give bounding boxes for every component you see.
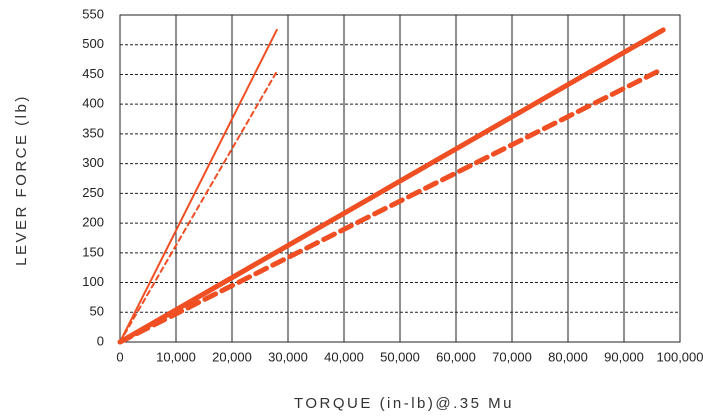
x-tick-label: 30,000 — [268, 349, 308, 364]
y-tick-label: 300 — [82, 155, 104, 170]
y-tick-label: 350 — [82, 125, 104, 140]
line — [117, 27, 666, 345]
line — [117, 69, 661, 345]
line — [119, 28, 278, 343]
y-tick-label: 200 — [82, 215, 104, 230]
x-tick-label: 50,000 — [380, 349, 420, 364]
x-tick-label: 100,000 — [657, 349, 703, 364]
y-axis-title: LEVER FORCE (lb) — [13, 94, 30, 266]
y-tick-label: 250 — [82, 185, 104, 200]
y-tick-label: 550 — [82, 6, 104, 21]
x-tick-label: 60,000 — [436, 349, 476, 364]
plot-border — [119, 14, 681, 343]
x-tick-label: 40,000 — [324, 349, 364, 364]
y-tick-label: 450 — [82, 66, 104, 81]
y-tick-label: 150 — [82, 244, 104, 259]
y-tick-label: 100 — [82, 274, 104, 289]
y-tick-label: 500 — [82, 36, 104, 51]
x-tick-label: 70,000 — [492, 349, 532, 364]
x-axis-title: TORQUE (in-lb)@.35 Mu — [294, 395, 514, 412]
x-tick-label: 90,000 — [604, 349, 644, 364]
y-tick-label: 50 — [90, 304, 104, 319]
x-tick-label: 10,000 — [156, 349, 196, 364]
x-tick-label: 0 — [116, 349, 123, 364]
y-tick-label: 400 — [82, 96, 104, 111]
x-tick-label: 20,000 — [212, 349, 252, 364]
x-tick-label: 80,000 — [548, 349, 588, 364]
y-tick-label: 0 — [97, 333, 104, 348]
line — [119, 70, 278, 343]
